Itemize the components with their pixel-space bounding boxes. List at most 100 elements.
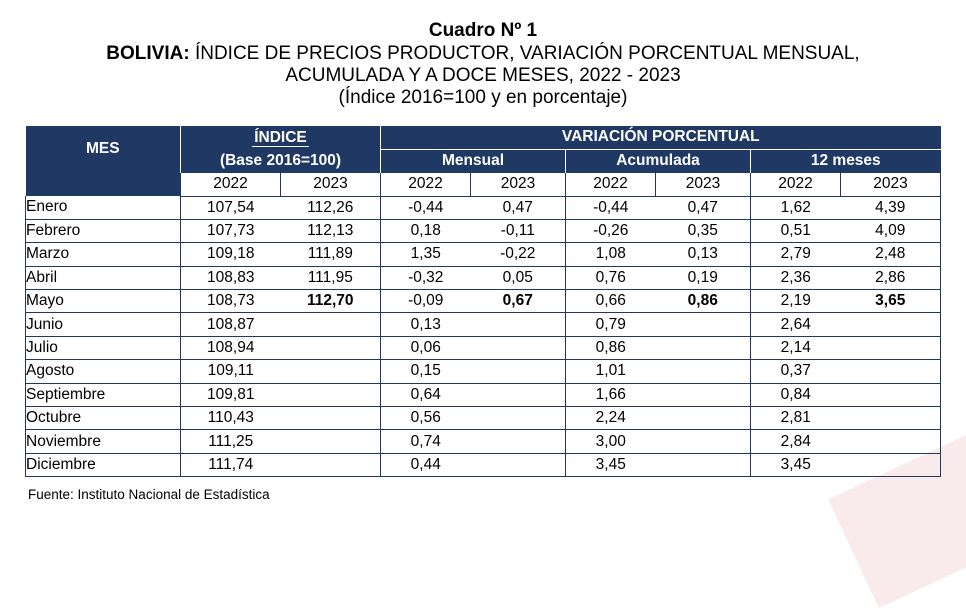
cell-value — [655, 429, 751, 454]
cell-value: -0,11 — [470, 219, 566, 244]
title-line3: ACUMULADA Y A DOCE MESES, 2022 - 2023 — [285, 65, 681, 86]
cell-value — [655, 359, 751, 384]
cell-value: 0,84 — [750, 383, 841, 408]
table-row: Octubre 110,43 0,56 2,24 2,81 — [25, 406, 942, 431]
table-row: Enero 107,54 112,26 -0,44 0,47 -0,44 0,47 1,62 4… — [25, 196, 942, 220]
year-header: 2023 — [840, 172, 942, 197]
cell-value: 0,66 — [565, 289, 656, 314]
table-row: Noviembre 111,25 0,74 3,00 2,84 — [25, 429, 942, 454]
cell-value — [280, 453, 381, 478]
table-row: Diciembre 111,74 0,44 3,45 3,45 — [25, 453, 942, 478]
table-row: Marzo 109,18 111,89 1,35 -0,22 1,08 0,13 2,79 2,… — [25, 242, 942, 267]
cell-value: 1,35 — [380, 242, 471, 267]
cell-value: 108,73 — [180, 289, 281, 314]
header-indice-base: (Base 2016=100) — [179, 149, 381, 173]
cell-value — [840, 336, 942, 361]
cell-value — [840, 359, 942, 384]
cell-value: 0,44 — [380, 453, 471, 478]
cell-value: 111,95 — [280, 266, 381, 291]
cell-value — [280, 359, 381, 384]
cell-value — [470, 383, 566, 408]
cell-value: 2,84 — [750, 429, 841, 454]
cell-value — [655, 453, 751, 478]
year-header: 2022 — [180, 172, 281, 197]
cell-value: 3,00 — [565, 429, 656, 454]
cell-value — [280, 406, 381, 431]
header-indice: ÍNDICE — [179, 126, 381, 149]
cell-value: 111,74 — [180, 453, 281, 478]
cell-value — [280, 429, 381, 454]
table-row: Junio 108,87 0,13 0,79 2,64 — [25, 312, 942, 337]
cell-value — [470, 429, 566, 454]
source-note: Fuente: Instituto Nacional de Estadístic… — [28, 487, 270, 502]
cell-value: 111,25 — [180, 429, 281, 454]
table-row: Abril 108,83 111,95 -0,32 0,05 0,76 0,19 2,36 2,… — [25, 266, 942, 291]
cell-value: 107,73 — [180, 219, 281, 244]
header-mes-spacer — [25, 172, 181, 196]
year-header: 2023 — [655, 172, 752, 197]
header-acumulada: Acumulada — [565, 148, 751, 173]
cell-value: 0,67 — [470, 289, 566, 314]
cell-value: 108,87 — [180, 312, 281, 337]
cell-value: 0,47 — [470, 196, 566, 220]
cell-value: 0,86 — [565, 336, 656, 361]
header-mensual: Mensual — [380, 148, 566, 173]
cell-value — [280, 312, 381, 337]
cell-value: 3,45 — [750, 453, 841, 478]
cell-mes: Septiembre — [25, 383, 181, 408]
cell-value — [470, 336, 566, 361]
cell-value: 2,79 — [750, 242, 841, 267]
cell-value: -0,32 — [380, 266, 471, 291]
table-row: Septiembre 109,81 0,64 1,66 0,84 — [25, 383, 942, 408]
cell-mes: Julio — [25, 336, 181, 361]
cell-value: 2,19 — [750, 289, 841, 314]
cell-value — [655, 336, 751, 361]
cell-value — [840, 429, 942, 454]
cell-value: 0,19 — [655, 266, 751, 291]
cell-value: -0,26 — [565, 219, 656, 244]
table-title-block: Cuadro Nº 1 BOLIVIA: ÍNDICE DE PRECIOS P… — [0, 20, 966, 109]
title-country: BOLIVIA: — [106, 43, 190, 64]
cell-value: 0,37 — [750, 359, 841, 384]
year-header: 2022 — [380, 172, 472, 197]
cell-value: 0,56 — [380, 406, 471, 431]
cell-value: 4,09 — [840, 219, 942, 244]
cell-value — [840, 312, 942, 337]
header-mes: MES — [25, 126, 181, 173]
cell-value — [840, 406, 942, 431]
cell-value: 0,76 — [565, 266, 656, 291]
cell-value: 109,11 — [180, 359, 281, 384]
year-header: 2022 — [750, 172, 842, 197]
cell-value: 108,83 — [180, 266, 281, 291]
cell-value: 2,36 — [750, 266, 841, 291]
cell-mes: Agosto — [25, 359, 181, 384]
price-index-table: MES ÍNDICE VARIACIÓN PORCENTUAL (Base 20… — [25, 126, 942, 478]
cell-mes: Abril — [25, 266, 181, 291]
cell-mes: Junio — [25, 312, 181, 337]
cell-value: 0,15 — [380, 359, 471, 384]
year-header: 2023 — [470, 172, 567, 197]
cell-value: 0,06 — [380, 336, 471, 361]
cell-value: 112,70 — [280, 289, 381, 314]
cell-value: 1,66 — [565, 383, 656, 408]
cell-mes: Enero — [25, 196, 181, 220]
cell-value: 1,08 — [565, 242, 656, 267]
cell-value: 2,48 — [840, 242, 942, 267]
cell-value: 4,39 — [840, 196, 942, 220]
cell-value: 112,13 — [280, 219, 381, 244]
table-number: Cuadro Nº 1 — [428, 20, 538, 41]
cell-value: 111,89 — [280, 242, 381, 267]
cell-mes: Febrero — [25, 219, 181, 244]
cell-value: 110,43 — [180, 406, 281, 431]
cell-mes: Marzo — [25, 242, 181, 267]
cell-value: 107,54 — [180, 196, 281, 220]
cell-value: 2,14 — [750, 336, 841, 361]
cell-value: 1,62 — [750, 196, 841, 220]
header-variacion: VARIACIÓN PORCENTUAL — [380, 126, 941, 149]
year-header: 2022 — [565, 172, 657, 197]
cell-value: 3,65 — [840, 289, 942, 314]
cell-value: 112,26 — [280, 196, 381, 220]
cell-mes: Octubre — [25, 406, 181, 431]
cell-value: -0,44 — [380, 196, 471, 220]
cell-value: 0,47 — [655, 196, 751, 220]
